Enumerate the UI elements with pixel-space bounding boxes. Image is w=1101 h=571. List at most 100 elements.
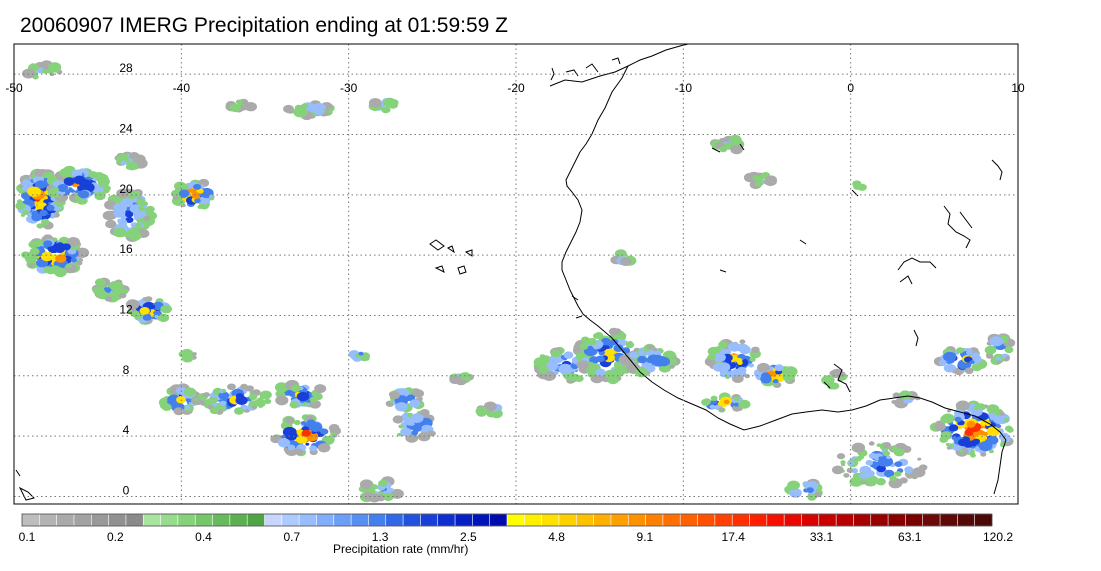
precip-cell — [330, 432, 336, 437]
precip-cell — [28, 263, 35, 268]
precip-cell — [948, 424, 959, 432]
precip-cell — [287, 444, 296, 451]
precip-cell — [293, 419, 301, 426]
precip-cell — [112, 287, 121, 293]
precip-cell — [15, 202, 26, 210]
colorbar-swatch — [783, 513, 803, 527]
precip-cell — [22, 209, 29, 216]
precip-cell — [289, 401, 299, 409]
precip-cell — [178, 351, 187, 358]
precip-cell — [757, 362, 770, 373]
precip-cell — [301, 429, 311, 437]
colorbar-swatch — [177, 513, 196, 527]
precip-cell — [378, 479, 388, 487]
precip-cell — [730, 144, 743, 155]
precip-cell — [305, 442, 310, 446]
colorbar-tick-label: 0.2 — [107, 530, 124, 544]
precip-cell — [264, 398, 272, 405]
precip-cell — [1006, 427, 1014, 433]
precip-cell — [191, 192, 201, 199]
precip-cell — [733, 396, 741, 402]
precip-cell — [129, 204, 143, 214]
colorbar-swatch — [558, 513, 577, 527]
precip-cell — [46, 204, 55, 211]
colorbar-swatch — [368, 513, 387, 527]
precip-cell — [947, 364, 957, 371]
precip-cell — [22, 68, 36, 79]
precip-cell — [958, 438, 968, 447]
precip-cell — [628, 343, 634, 348]
precip-cell — [102, 182, 109, 188]
colorbar-swatch — [212, 513, 231, 527]
precip-cell — [61, 243, 71, 251]
precip-cell — [843, 473, 850, 478]
colorbar-tick-label: 2.5 — [460, 530, 477, 544]
precip-cell — [789, 488, 802, 498]
precip-cell — [966, 420, 976, 428]
precip-cell — [400, 427, 412, 437]
lat-tick-label: 0 — [123, 483, 130, 497]
precip-cell — [317, 443, 331, 453]
precip-cell — [999, 411, 1005, 416]
colorbar-swatch — [645, 513, 664, 527]
precip-cell — [891, 400, 897, 404]
precip-cell — [306, 419, 316, 426]
precip-cell — [229, 103, 241, 113]
precip-cell — [274, 382, 289, 393]
precip-cell — [57, 255, 62, 259]
precip-cell — [728, 342, 741, 352]
precip-cell — [882, 442, 892, 449]
precip-cell — [290, 384, 301, 393]
precip-cell — [283, 104, 294, 114]
precip-cell — [669, 364, 675, 369]
precip-cell — [563, 351, 574, 359]
precip-cell — [34, 169, 45, 177]
precip-cell — [129, 152, 140, 160]
colorbar-swatch — [506, 513, 525, 527]
precip-cell — [19, 185, 24, 189]
precip-cell — [971, 352, 980, 359]
precip-cell — [48, 62, 62, 72]
precip-cell — [605, 345, 610, 349]
precip-cell — [161, 403, 172, 411]
precip-cell — [884, 469, 895, 478]
colorbar-swatch — [264, 513, 283, 527]
precip-cell — [719, 138, 726, 143]
precip-cell — [406, 394, 416, 402]
precip-cell — [957, 425, 963, 430]
colorbar-swatch — [90, 513, 110, 527]
colorbar-swatch — [575, 513, 595, 527]
precip-cell — [879, 456, 885, 461]
precip-cell — [277, 438, 291, 448]
colorbar-swatch — [125, 513, 144, 527]
precip-cell — [774, 364, 784, 372]
colorbar-tick-label: 120.2 — [983, 530, 1013, 544]
colorbar-swatch — [679, 513, 699, 527]
precip-cell — [73, 175, 86, 185]
colorbar-swatch — [229, 513, 248, 527]
precip-cell — [65, 263, 72, 269]
precip-cell — [278, 399, 285, 404]
precip-cell — [301, 402, 306, 407]
lat-tick-label: 24 — [119, 121, 133, 135]
precip-cell — [113, 227, 127, 238]
colorbar-swatch — [194, 513, 214, 527]
precip-cell — [142, 297, 148, 301]
precip-cell — [70, 257, 78, 263]
lat-tick-label: 8 — [123, 363, 130, 377]
precip-cell — [941, 413, 955, 424]
precip-cell — [281, 435, 286, 439]
precip-cell — [904, 466, 914, 474]
precip-cell — [368, 98, 382, 108]
colorbar-swatch — [905, 513, 924, 527]
precip-cell — [52, 187, 59, 192]
precip-cell — [108, 281, 119, 290]
precip-cell — [21, 251, 31, 259]
colorbar-swatch — [662, 513, 681, 527]
precip-cell — [248, 393, 258, 401]
precip-cell — [59, 168, 73, 178]
lat-tick-label: 20 — [119, 182, 133, 196]
precip-cell — [875, 478, 886, 486]
precip-cell — [882, 450, 891, 457]
precip-cell — [806, 487, 814, 493]
